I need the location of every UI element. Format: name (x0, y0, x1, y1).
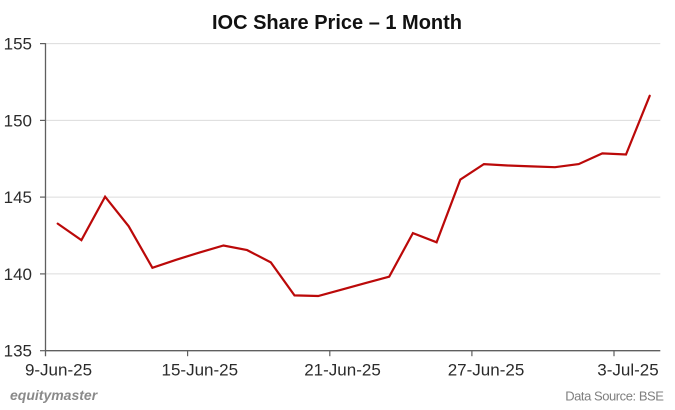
svg-text:145: 145 (4, 188, 32, 207)
svg-text:9-Jun-25: 9-Jun-25 (25, 361, 92, 380)
svg-text:27-Jun-25: 27-Jun-25 (448, 361, 525, 380)
svg-text:140: 140 (4, 265, 32, 284)
svg-text:15-Jun-25: 15-Jun-25 (162, 361, 239, 380)
svg-text:Data Source: BSE: Data Source: BSE (565, 389, 664, 404)
svg-text:21-Jun-25: 21-Jun-25 (304, 361, 381, 380)
svg-text:135: 135 (4, 342, 32, 361)
svg-text:150: 150 (4, 111, 32, 130)
svg-text:155: 155 (4, 35, 32, 54)
svg-text:IOC Share Price – 1 Month: IOC Share Price – 1 Month (212, 12, 462, 34)
svg-text:equitymaster: equitymaster (10, 387, 99, 403)
svg-text:3-Jul-25: 3-Jul-25 (597, 361, 658, 380)
